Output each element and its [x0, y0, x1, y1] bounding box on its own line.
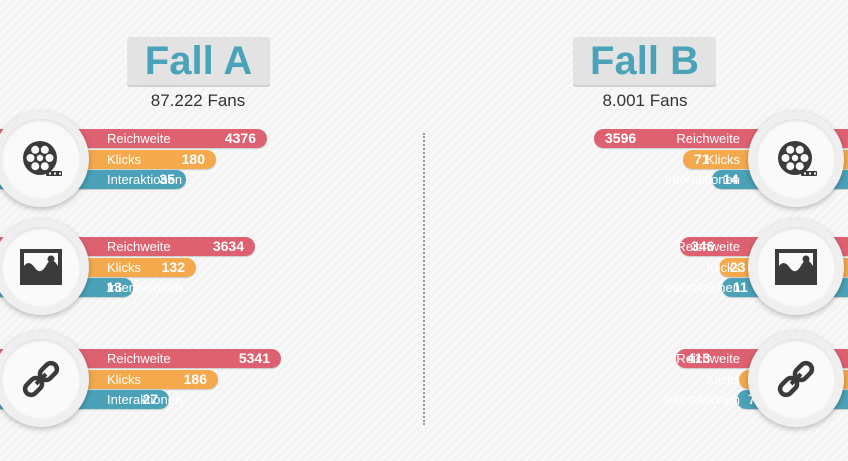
icon-circle-b-2 — [748, 331, 844, 427]
fans-fall-b: 8.001 Fans — [602, 91, 688, 110]
bar-label: Klicks — [107, 372, 141, 387]
bar-label: Reichweite — [107, 239, 171, 254]
bar-label: Reichweite — [107, 351, 171, 366]
bar-value: 11 — [733, 279, 748, 295]
bar-label: Interaktionen — [664, 172, 740, 187]
bar-label: Interaktionen — [107, 392, 183, 407]
bar-label: Reichweite — [676, 351, 740, 366]
icon-circle-a-0 — [0, 111, 89, 207]
bar-value: 3634 — [212, 238, 244, 254]
bar-value: 132 — [161, 259, 185, 275]
bar-value: 4376 — [224, 130, 256, 146]
bar-label: Klicks — [107, 152, 141, 167]
bar-label: Reichweite — [676, 239, 740, 254]
bar-label: Interaktionen — [664, 280, 740, 295]
title-fall-b: Fall B — [573, 37, 716, 85]
bar-label: Klicks — [706, 152, 740, 167]
bar-label: Interaktionen — [107, 280, 183, 295]
icon-circle-a-2 — [0, 331, 89, 427]
bar-value: 23 — [730, 259, 746, 275]
icon-circle-a-1 — [0, 219, 89, 315]
bar-value: 346 — [691, 238, 715, 254]
bar-value: 71 — [694, 151, 710, 167]
bar-value: 3596 — [605, 130, 637, 146]
bar-label: Klicks — [107, 260, 141, 275]
bar-value: 186 — [183, 371, 207, 387]
bar-value: 35 — [159, 171, 175, 187]
icon-circle-b-1 — [748, 219, 844, 315]
bar-label: Interaktionen — [664, 392, 740, 407]
bar-label: Klicks — [706, 372, 740, 387]
title-fall-a: Fall A — [127, 37, 270, 85]
bar-label: Reichweite — [107, 131, 171, 146]
fans-fall-a: 87.222 Fans — [150, 91, 246, 110]
bar-value: 180 — [181, 151, 205, 167]
bar-label: Interaktionen — [107, 172, 183, 187]
bar-label: Klicks — [706, 260, 740, 275]
bar-label: Reichweite — [676, 131, 740, 146]
bar-value: 27 — [142, 391, 158, 407]
icon-circle-b-0 — [748, 111, 844, 207]
bar-value: 13 — [106, 279, 122, 295]
bar-value: 14 — [723, 171, 739, 187]
bar-value: 5341 — [238, 350, 270, 366]
center-divider — [423, 133, 425, 425]
bar-value: 413 — [687, 350, 711, 366]
